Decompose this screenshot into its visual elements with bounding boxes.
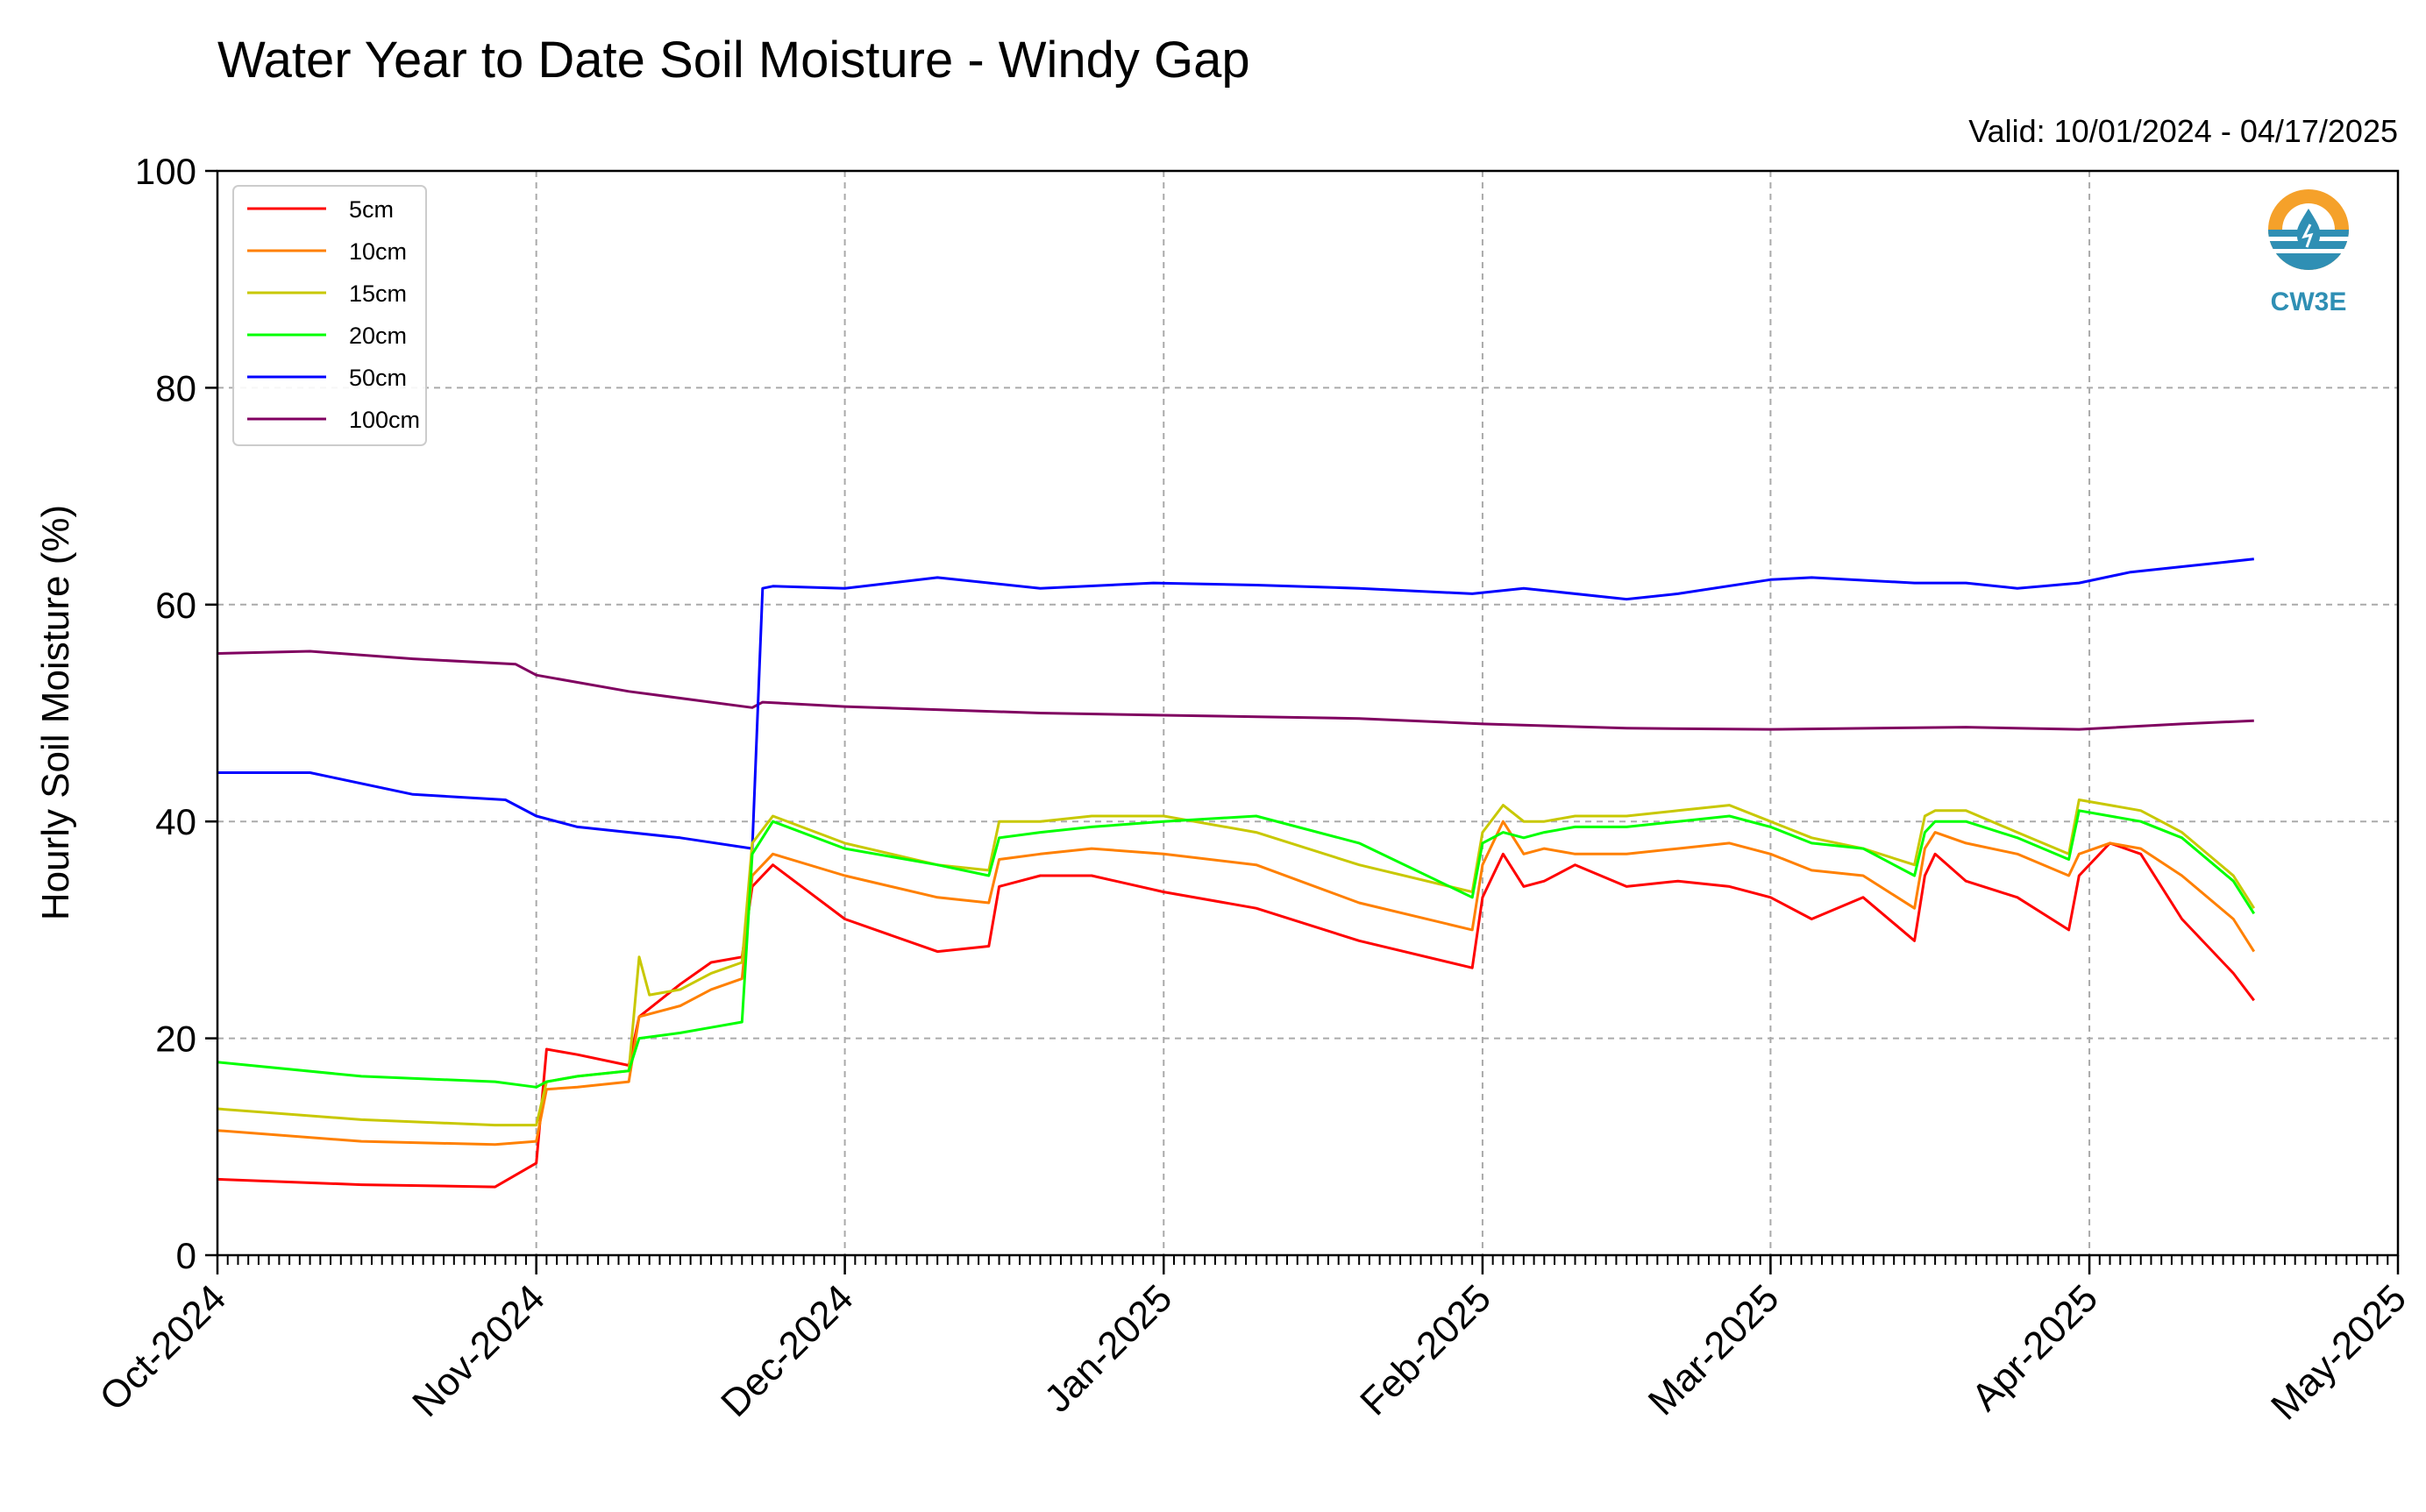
x-tick-label: May-2025: [2263, 1276, 2415, 1428]
y-tick-label: 100: [135, 151, 196, 192]
series-line-5cm: [217, 841, 2255, 1189]
series-line-50cm: [217, 557, 2254, 850]
x-tick-label: Nov-2024: [404, 1276, 553, 1425]
x-tick-label: Dec-2024: [713, 1276, 862, 1425]
legend-label-10cm: 10cm: [349, 238, 407, 265]
x-tick-labels: Oct-2024 Nov-2024 Dec-2024 Jan-2025 Feb-2025…: [91, 1276, 2415, 1428]
chart-title: Water Year to Date Soil Moisture - Windy…: [217, 32, 1250, 89]
x-tick-label: Feb-2025: [1352, 1276, 1499, 1423]
logo-text: CW3E: [2271, 287, 2347, 316]
series-line-15cm: [217, 799, 2256, 1127]
y-tick-label: 40: [155, 801, 196, 842]
legend-label-100cm: 100cm: [349, 407, 420, 433]
legend-label-5cm: 5cm: [349, 196, 394, 223]
legend: 5cm 10cm 15cm 20cm 50cm 100cm: [232, 185, 427, 446]
axis-ticks: [205, 169, 2400, 1274]
water-drop-logo-icon: [2268, 189, 2349, 270]
legend-label-50cm: 50cm: [349, 365, 407, 391]
series-line-20cm: [217, 809, 2256, 1089]
x-tick-label: Mar-2025: [1640, 1276, 1788, 1423]
x-tick-label: Jan-2025: [1036, 1276, 1180, 1420]
legend-label-15cm: 15cm: [349, 280, 407, 307]
y-axis-label: Hourly Soil Moisture (%): [34, 505, 77, 920]
chart-subtitle: Valid: 10/01/2024 - 04/17/2025: [1968, 113, 2398, 149]
x-tick-label: Apr-2025: [1963, 1276, 2106, 1419]
x-tick-label: Oct-2024: [91, 1276, 234, 1419]
cw3e-logo: CW3E: [2268, 189, 2349, 316]
grid: [217, 171, 2398, 1255]
series-lines: [217, 557, 2256, 1189]
y-tick-labels: 0 20 40 60 80 100: [135, 151, 196, 1276]
series-line-100cm: [217, 650, 2254, 731]
y-tick-label: 20: [155, 1019, 196, 1060]
y-tick-label: 0: [176, 1235, 196, 1276]
y-tick-label: 60: [155, 585, 196, 626]
series-line-10cm: [217, 820, 2256, 1146]
legend-label-20cm: 20cm: [349, 323, 407, 349]
y-tick-label: 80: [155, 367, 196, 408]
